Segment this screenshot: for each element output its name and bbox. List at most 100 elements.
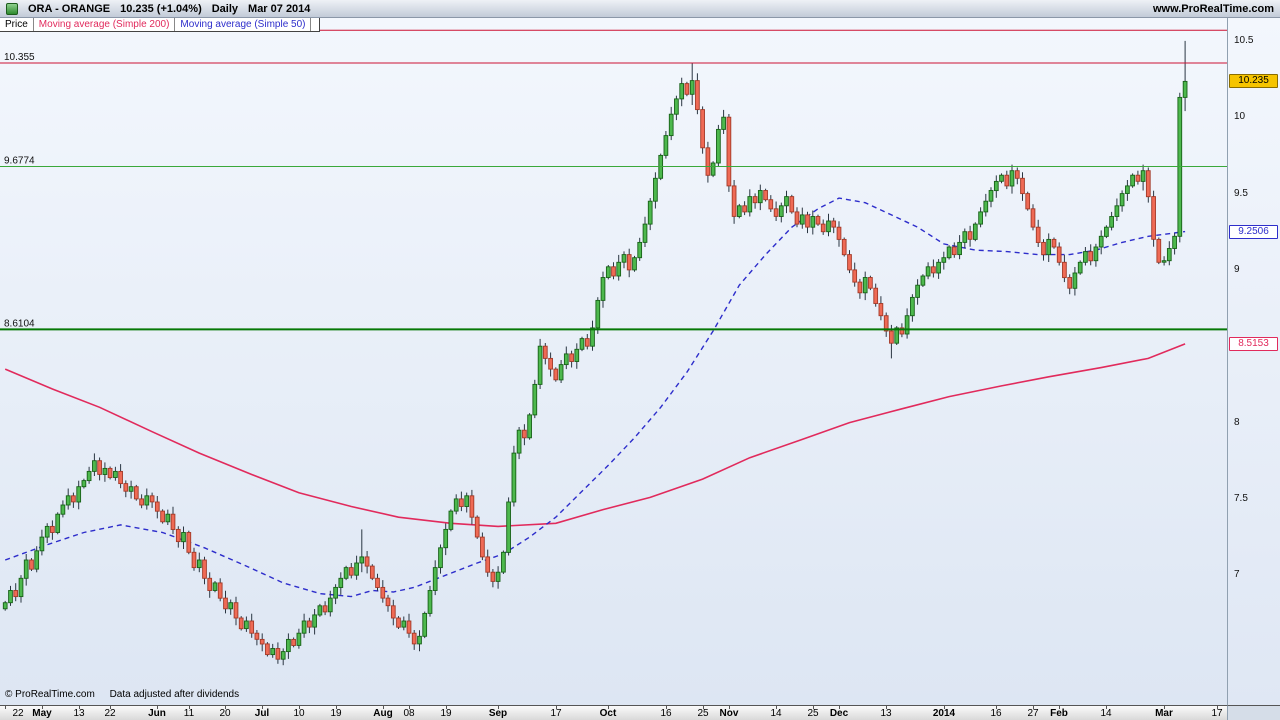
candle-body [1166,248,1172,262]
candle-body [1088,251,1094,262]
time-tickmark [79,706,80,709]
candle-body [936,261,941,274]
candle-body [894,327,900,344]
time-tickmark [729,706,730,709]
candle-body [700,109,705,149]
candle-body [160,510,165,523]
candle-body [448,510,454,530]
candle-body [469,495,475,518]
time-axis[interactable]: 22 May 13 22 Jun 11 20 Jul 10 19 Aug 08 19 Sep 17 Oct 16… [0,705,1227,720]
time-tickmark [110,706,111,709]
time-tick: Mar [1155,708,1173,719]
time-tickmark [383,706,384,709]
candle-body [286,638,291,653]
data-note: Data adjusted after dividends [109,689,240,700]
time-tickmark [556,706,557,709]
time-tickmark [225,706,226,709]
indicator-legend: Price Moving average (Simple 200) Moving… [0,18,320,32]
candle-body [427,590,433,614]
axis-corner [1227,705,1280,720]
time-tickmark [157,706,158,709]
candle-body [747,196,753,213]
time-tickmark [996,706,997,709]
time-tick: Feb [1050,708,1068,719]
candle-body [76,486,82,503]
chart-footer: © ProRealTime.com Data adjusted after di… [5,689,251,700]
candle-body [1182,80,1188,98]
timeframe-label: Daily [211,2,239,15]
time-tickmark [5,706,6,709]
candle-body [710,162,716,176]
candle-body [506,501,511,553]
candle-body [836,226,842,240]
candle-body [343,567,349,579]
candle-body [107,467,113,479]
price-axis[interactable]: 7 7.5 8 9 9.5 10 10.5 10.235 9.2506 8.5153 [1227,18,1280,705]
candle-body [291,638,296,646]
ma50-indicator-label[interactable]: Moving average (Simple 50) [175,18,312,31]
candle-body [385,597,391,607]
candle-body [584,338,590,347]
candle-body [716,128,721,164]
candle-body [915,284,920,298]
time-tickmark [886,706,887,709]
candle-body [65,495,71,506]
title-bar: ORA - ORANGE 10.235 (+1.04%) Daily Mar 0… [0,0,1280,18]
time-tickmark [1164,706,1165,709]
candle-body [312,614,317,628]
price-indicator-label[interactable]: Price [0,18,34,31]
candle-body [794,211,800,225]
legend-spacer [311,18,321,31]
candle-body [993,180,999,192]
candle-body [742,205,747,213]
candle-body [29,559,34,570]
symbol-title: ORA - ORANGE [28,2,111,15]
candle-body [97,460,102,475]
candle-body [574,348,580,362]
candle-body [50,525,55,533]
candle-body [789,196,795,213]
candle-body [196,559,202,569]
time-tick: 20 [219,708,231,719]
candle-body [55,513,61,533]
candle-body [144,495,150,506]
price-tick: 9 [1234,264,1240,275]
candle-body [186,532,192,553]
candle-body [532,383,538,416]
ma50-line [4,197,1186,598]
time-tickmark [776,706,777,709]
candle-body [453,498,459,512]
candlestick-chart[interactable]: 10.355 9.6774 8.6104 [0,18,1227,705]
time-tick: 11 [183,708,195,719]
candle-body [39,536,45,552]
time-tick: 16 [990,708,1002,719]
price-tick: 10.5 [1234,35,1254,46]
candle-body [1135,174,1141,182]
candle-body [223,597,228,610]
ma200-indicator-label[interactable]: Moving average (Simple 200) [34,18,176,31]
candle-body [265,643,270,656]
candle-body [113,470,118,478]
candle-body [1104,226,1109,237]
candle-body [396,617,401,628]
hline-label: 9.6774 [4,156,35,167]
site-link[interactable]: www.ProRealTime.com [1152,2,1274,15]
candle-body [904,315,910,335]
candle-body [542,345,548,359]
candle-body [616,261,622,277]
time-tickmark [498,706,499,709]
candle-body [139,498,144,506]
candle-body [826,220,831,233]
candle-body [8,590,13,604]
candle-body [34,550,40,570]
candle-body [726,116,732,187]
candle-body [438,547,443,569]
candle-body [417,635,422,645]
candle-body [1009,170,1015,187]
candle-body [831,220,837,228]
candle-body [490,571,496,582]
candle-body [501,551,506,573]
candle-body [212,582,218,591]
candle-body [558,364,564,381]
hline-label: 8.6104 [4,318,35,329]
